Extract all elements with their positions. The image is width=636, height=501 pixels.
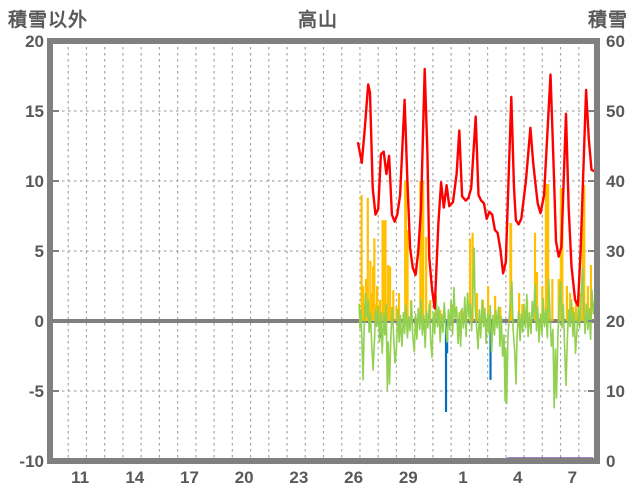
series-green-line [358, 247, 596, 409]
axis-ticks [53, 110, 594, 392]
x-axis-tick-label: 11 [71, 468, 89, 487]
gridlines [50, 41, 597, 461]
x-axis-tick-label: 29 [399, 468, 418, 487]
right-axis-tick-label: 20 [606, 312, 625, 331]
left-axis-tick-label: -5 [29, 382, 44, 401]
x-axis-tick-label: 1 [458, 468, 467, 487]
x-axis-tick-label: 4 [513, 468, 523, 487]
right-axis-tick-label: 60 [606, 32, 625, 51]
x-axis-tick-label: 17 [180, 468, 199, 487]
x-axis-tick-label: 23 [289, 468, 308, 487]
left-axis-title: 積雪以外 [8, 10, 89, 31]
x-axis-tick-label: 20 [235, 468, 254, 487]
x-axis-tick-label: 26 [344, 468, 363, 487]
right-axis-tick-label: 30 [606, 242, 625, 261]
right-axis-title: 積雪 [587, 10, 628, 31]
plot-frame [47, 38, 600, 464]
left-axis-tick-label: 0 [35, 312, 44, 331]
series-red-line [356, 67, 596, 310]
left-axis-tick-label: 5 [35, 242, 44, 261]
right-axis-tick-label: 50 [606, 102, 625, 121]
left-axis-tick-label: -10 [19, 452, 44, 471]
x-axis-tick-label: 7 [568, 468, 577, 487]
chart-title: 高山 [297, 10, 338, 31]
right-axis-tick-label: 40 [606, 172, 625, 191]
left-axis-tick-label: 20 [25, 32, 44, 51]
x-axis-tick-label: 14 [125, 468, 144, 487]
left-axis-tick-label: 10 [25, 172, 44, 191]
right-axis-tick-label: 0 [606, 452, 615, 471]
right-axis-tick-label: 10 [606, 382, 625, 401]
left-axis-tick-label: 15 [25, 102, 44, 121]
